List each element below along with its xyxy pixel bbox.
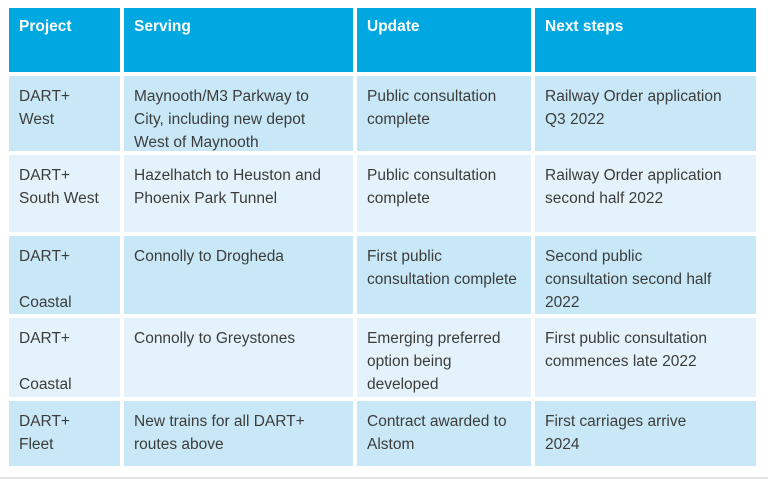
next-steps-cell: Railway Order application second half 20…	[535, 155, 756, 232]
project-cell: DART+ Fleet	[9, 401, 120, 466]
update-cell: Contract awarded to Alstom	[357, 401, 531, 466]
project-cell: DART+ West	[9, 76, 120, 151]
bottom-divider	[0, 477, 768, 479]
next-steps-cell: First public consultation commences late…	[535, 318, 756, 397]
serving-cell: Connolly to Greystones	[124, 318, 353, 397]
update-cell: Public consultation complete	[357, 76, 531, 151]
project-cell: DART+ Coastal	[9, 236, 120, 314]
update-cell: Emerging preferred option being develope…	[357, 318, 531, 397]
column-header-update: Update	[357, 8, 531, 72]
update-cell: Public consultation complete	[357, 155, 531, 232]
project-cell: DART+ South West	[9, 155, 120, 232]
column-header-serving: Serving	[124, 8, 353, 72]
column-header-project: Project	[9, 8, 120, 72]
serving-cell: Hazelhatch to Heuston and Phoenix Park T…	[124, 155, 353, 232]
project-cell: DART+ Coastal	[9, 318, 120, 397]
next-steps-cell: First carriages arrive 2024	[535, 401, 756, 466]
column-header-next-steps: Next steps	[535, 8, 756, 72]
next-steps-cell: Railway Order application Q3 2022	[535, 76, 756, 151]
serving-cell: Connolly to Drogheda	[124, 236, 353, 314]
dart-projects-table: Project Serving Update Next steps DART+ …	[9, 8, 756, 466]
serving-cell: Maynooth/M3 Parkway to City, including n…	[124, 76, 353, 151]
serving-cell: New trains for all DART+ routes above	[124, 401, 353, 466]
update-cell: First public consultation complete	[357, 236, 531, 314]
next-steps-cell: Second public consultation second half 2…	[535, 236, 756, 314]
